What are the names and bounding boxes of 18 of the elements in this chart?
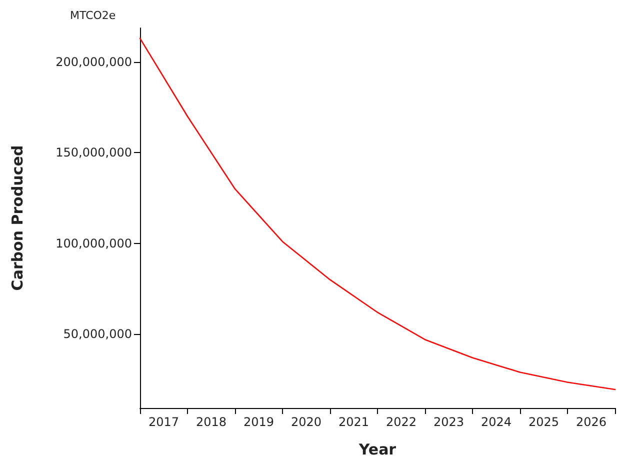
y-tick-label: 100,000,000 [56, 236, 132, 250]
text: MTCO2e [70, 9, 116, 22]
y-tick-label: 200,000,000 [56, 54, 132, 69]
x-tick-label: 2022 [386, 415, 417, 429]
x-tick-label: 2019 [243, 415, 274, 429]
x-tick-label: 2020 [290, 415, 322, 429]
x-tick-label: 2026 [576, 415, 607, 429]
line-series [139, 38, 616, 390]
x-tick-label: 2021 [338, 415, 370, 429]
x-tick-label: 2023 [433, 415, 464, 429]
x-tick-label: 2018 [196, 415, 227, 429]
x-tick-label: 2024 [480, 415, 512, 429]
x-tick-label: 2025 [528, 415, 560, 429]
y-tick-label: 150,000,000 [56, 146, 132, 160]
y-axis-title: Carbon Produced [8, 145, 26, 291]
y-tick-label: 50,000,000 [63, 327, 132, 342]
x-axis-title: Year [358, 440, 397, 458]
x-tick-label: 2017 [148, 415, 180, 429]
